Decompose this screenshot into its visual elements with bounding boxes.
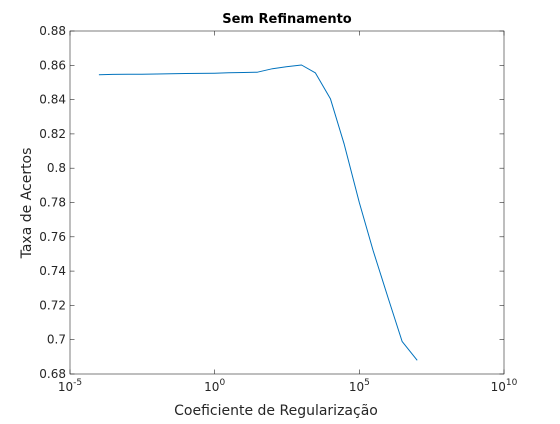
chart-title: Sem Refinamento (222, 12, 352, 27)
y-tick-label: 0.76 (39, 230, 66, 244)
y-axis-label: Taxa de Acertos (19, 148, 35, 260)
x-tick-label: 105 (349, 378, 370, 394)
x-tick-label-exponent: 5 (364, 378, 370, 388)
x-tick-label-exponent: 0 (219, 378, 225, 388)
x-tick-label-exponent: -5 (73, 378, 82, 388)
x-axis-label: Coeficiente de Regularização (174, 403, 378, 419)
y-tick-label: 0.74 (39, 264, 66, 278)
series-line (98, 64, 418, 361)
y-tick-label: 0.8 (47, 161, 66, 175)
y-tick-label: 0.84 (39, 93, 66, 107)
x-tick-label-base: 10 (204, 380, 219, 394)
y-tick-label: 0.86 (39, 58, 66, 72)
y-tick-label: 0.7 (47, 333, 66, 347)
x-tick-label: 10-5 (58, 378, 82, 394)
y-tick-label: 0.78 (39, 196, 66, 210)
y-tick-label: 0.68 (39, 367, 66, 381)
x-tick-label-exponent: 10 (506, 378, 518, 388)
x-tick-label-base: 10 (58, 380, 73, 394)
plot-area-background (70, 31, 504, 374)
y-tick-label: 0.88 (39, 24, 66, 38)
y-tick-label: 0.72 (39, 298, 66, 312)
x-tick-label-base: 10 (491, 380, 506, 394)
x-tick-label: 1010 (491, 378, 518, 394)
plot-area-box (69, 30, 505, 375)
y-tick-label: 0.82 (39, 127, 66, 141)
x-tick-label: 100 (204, 378, 225, 394)
x-tick-label-base: 10 (349, 380, 364, 394)
